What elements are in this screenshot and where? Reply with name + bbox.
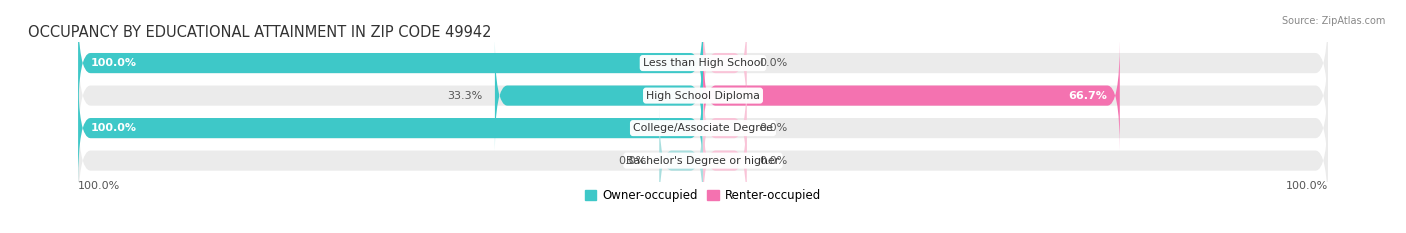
Text: 66.7%: 66.7%: [1069, 91, 1108, 101]
Legend: Owner-occupied, Renter-occupied: Owner-occupied, Renter-occupied: [579, 184, 827, 207]
Text: 100.0%: 100.0%: [1285, 181, 1327, 191]
Text: OCCUPANCY BY EDUCATIONAL ATTAINMENT IN ZIP CODE 49942: OCCUPANCY BY EDUCATIONAL ATTAINMENT IN Z…: [28, 25, 492, 40]
FancyBboxPatch shape: [79, 8, 703, 118]
FancyBboxPatch shape: [79, 8, 1327, 118]
FancyBboxPatch shape: [79, 73, 1327, 183]
Text: 0.0%: 0.0%: [619, 156, 647, 166]
FancyBboxPatch shape: [79, 106, 1327, 216]
FancyBboxPatch shape: [703, 106, 747, 216]
FancyBboxPatch shape: [79, 41, 1327, 151]
Text: High School Diploma: High School Diploma: [647, 91, 759, 101]
FancyBboxPatch shape: [703, 73, 747, 183]
Text: Bachelor's Degree or higher: Bachelor's Degree or higher: [627, 156, 779, 166]
FancyBboxPatch shape: [79, 73, 703, 183]
Text: 33.3%: 33.3%: [447, 91, 482, 101]
Text: 0.0%: 0.0%: [759, 58, 787, 68]
Text: Less than High School: Less than High School: [643, 58, 763, 68]
Text: College/Associate Degree: College/Associate Degree: [633, 123, 773, 133]
Text: 100.0%: 100.0%: [90, 58, 136, 68]
FancyBboxPatch shape: [495, 41, 703, 151]
FancyBboxPatch shape: [703, 41, 1119, 151]
Text: 100.0%: 100.0%: [79, 181, 121, 191]
Text: 100.0%: 100.0%: [90, 123, 136, 133]
Text: 0.0%: 0.0%: [759, 156, 787, 166]
Text: 0.0%: 0.0%: [759, 123, 787, 133]
FancyBboxPatch shape: [659, 106, 703, 216]
Text: Source: ZipAtlas.com: Source: ZipAtlas.com: [1281, 16, 1385, 26]
FancyBboxPatch shape: [703, 8, 747, 118]
